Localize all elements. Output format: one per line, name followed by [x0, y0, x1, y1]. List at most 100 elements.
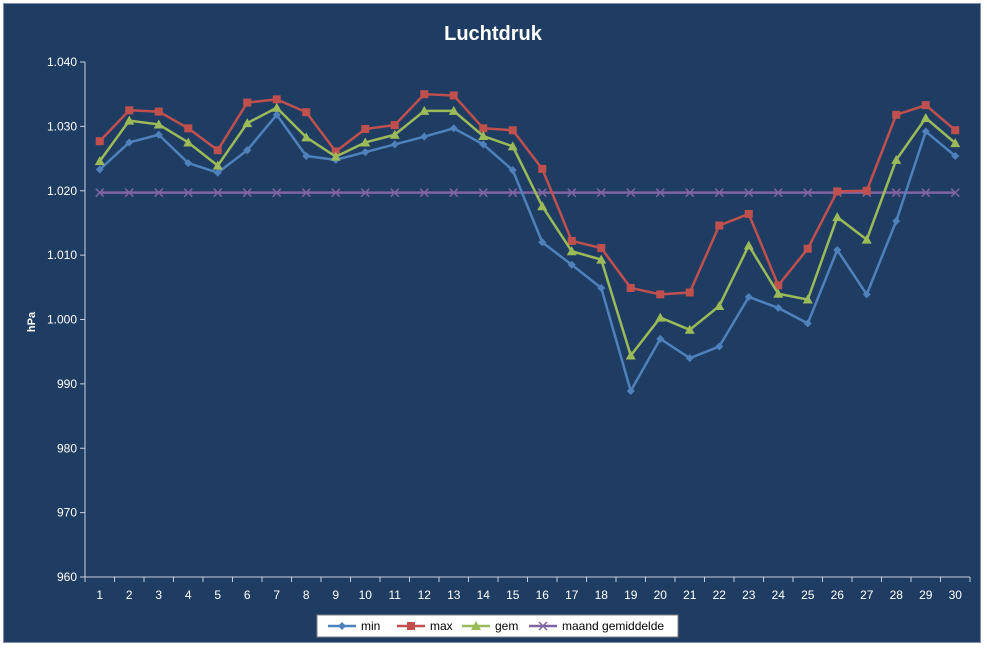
data-point-min	[597, 283, 606, 292]
data-point-maand-gemiddelde	[124, 188, 134, 198]
series-gem	[94, 102, 961, 360]
x-tick-label: 13	[447, 588, 461, 602]
x-marker-stroke	[331, 188, 341, 198]
data-point-max	[921, 101, 930, 110]
legend-label-max: max	[430, 619, 453, 633]
data-point-max	[862, 186, 871, 195]
x-marker-stroke	[803, 188, 813, 198]
data-point-max	[243, 98, 252, 107]
y-tick-label: 960	[57, 570, 77, 584]
x-tick-label: 17	[565, 588, 579, 602]
legend-label-min: min	[361, 619, 380, 633]
data-point-gem	[537, 201, 548, 211]
data-point-gem	[891, 154, 902, 164]
x-tick-label: 18	[595, 588, 609, 602]
series-min	[95, 110, 960, 395]
x-tick-label: 14	[477, 588, 491, 602]
data-point-max	[656, 290, 665, 299]
data-point-max	[715, 221, 724, 230]
x-tick-label: 22	[713, 588, 727, 602]
data-point-gem	[743, 240, 754, 250]
data-point-gem	[301, 132, 312, 142]
data-point-gem	[802, 294, 813, 304]
x-tick-label: 24	[772, 588, 786, 602]
data-point-maand-gemiddelde	[685, 188, 695, 198]
x-tick-label: 25	[801, 588, 815, 602]
data-point-min	[744, 292, 753, 301]
data-point-gem	[566, 246, 577, 256]
x-tick-label: 28	[890, 588, 904, 602]
data-point-maand-gemiddelde	[596, 188, 606, 198]
y-tick-label: 1.020	[47, 184, 77, 198]
data-point-maand-gemiddelde	[390, 188, 400, 198]
data-point-gem	[153, 119, 164, 129]
x-marker-stroke	[596, 188, 606, 198]
x-tick-label: 3	[155, 588, 162, 602]
data-point-min	[361, 148, 370, 157]
series-maand-gemiddelde	[95, 188, 960, 198]
x-tick-label: 23	[742, 588, 756, 602]
data-point-gem	[330, 151, 341, 161]
x-tick-label: 27	[860, 588, 874, 602]
x-tick-label: 16	[536, 588, 550, 602]
data-point-gem	[183, 137, 194, 147]
y-tick-label: 1.030	[47, 119, 77, 133]
y-tick-label: 980	[57, 441, 77, 455]
legend: min max gem maand gemiddelde	[316, 614, 679, 638]
data-point-gem	[596, 254, 607, 264]
x-marker-stroke	[773, 188, 783, 198]
data-point-min	[420, 132, 429, 141]
x-marker-stroke	[360, 188, 370, 198]
x-marker-stroke	[567, 188, 577, 198]
data-point-min	[774, 303, 783, 312]
x-tick-label: 8	[303, 588, 310, 602]
data-point-maand-gemiddelde	[950, 188, 960, 198]
data-point-min	[538, 238, 547, 247]
data-point-gem	[419, 105, 430, 115]
x-tick-label: 7	[273, 588, 280, 602]
x-marker-stroke	[626, 188, 636, 198]
data-point-max	[390, 121, 399, 130]
data-point-maand-gemiddelde	[95, 188, 105, 198]
data-point-min	[125, 138, 134, 147]
x-marker-stroke	[950, 188, 960, 198]
series-line-min	[98, 113, 957, 393]
data-point-min	[449, 124, 458, 133]
data-point-max	[125, 106, 134, 115]
legend-entry-maand-gemiddelde: maand gemiddelde	[529, 619, 664, 633]
data-point-max	[597, 244, 606, 253]
data-point-maand-gemiddelde	[272, 188, 282, 198]
data-point-maand-gemiddelde	[537, 188, 547, 198]
x-tick-label: 20	[654, 588, 668, 602]
data-point-maand-gemiddelde	[301, 188, 311, 198]
legend-marker-maand-gemiddelde	[538, 621, 548, 631]
data-point-maand-gemiddelde	[714, 188, 724, 198]
data-point-gem	[242, 118, 253, 128]
data-point-gem	[212, 160, 223, 170]
y-tick-label: 1.040	[47, 55, 77, 69]
y-tick-label: 990	[57, 377, 77, 391]
legend-label-maand-gemiddelde: maand gemiddelde	[562, 619, 664, 633]
x-marker-stroke	[891, 188, 901, 198]
y-tick-label: 970	[57, 506, 77, 520]
data-point-max	[95, 137, 104, 146]
series-line-max	[98, 92, 957, 296]
data-point-maand-gemiddelde	[154, 188, 164, 198]
series-max	[95, 90, 960, 299]
data-point-maand-gemiddelde	[183, 188, 193, 198]
data-point-min	[508, 166, 517, 175]
x-tick-label: 29	[919, 588, 933, 602]
data-point-min	[154, 130, 163, 139]
data-point-maand-gemiddelde	[331, 188, 341, 198]
data-point-max	[272, 95, 281, 104]
x-marker-stroke	[921, 188, 931, 198]
x-marker-stroke	[538, 621, 548, 631]
data-point-min	[626, 386, 635, 395]
data-point-gem	[448, 105, 459, 115]
x-marker-stroke	[655, 188, 665, 198]
legend-entry-max: max	[397, 619, 453, 633]
data-point-maand-gemiddelde	[803, 188, 813, 198]
data-point-gem	[684, 324, 695, 334]
data-point-min	[951, 151, 960, 160]
